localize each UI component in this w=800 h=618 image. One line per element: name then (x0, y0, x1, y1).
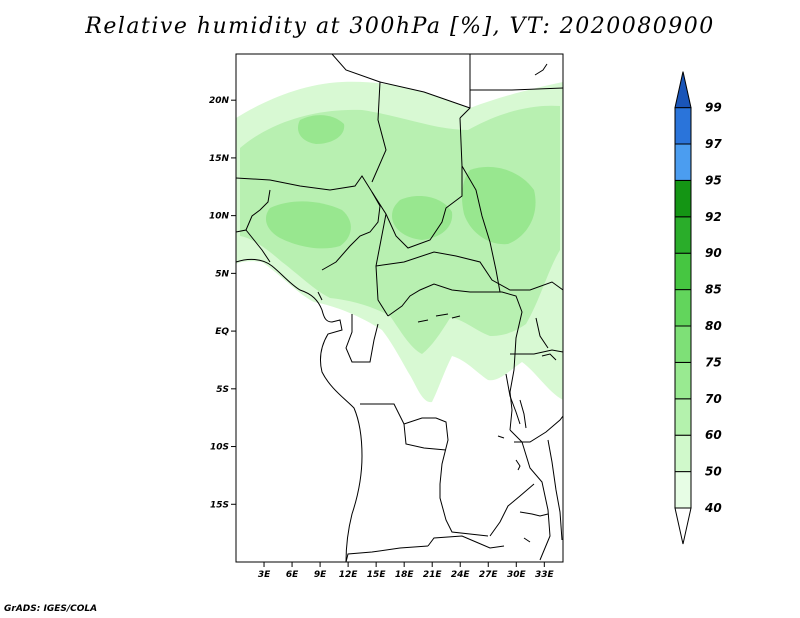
lakes (317, 291, 557, 543)
colorbar-label: 92 (705, 210, 722, 224)
lat-tick-label: 20N (209, 96, 230, 106)
colorbar-label: 60 (705, 428, 722, 442)
colorbar-label: 85 (705, 283, 722, 297)
colorbar-label: 75 (705, 355, 722, 369)
colorbar-segment (674, 179, 692, 218)
lon-tick-label: 24E (451, 570, 471, 580)
lon-tick-label: 18E (395, 570, 415, 580)
colorbar-upper-arrow (674, 71, 692, 109)
colorbar-segment (674, 107, 692, 145)
humidity-region-dark-north (297, 115, 345, 144)
colorbar-segment (674, 252, 692, 291)
colorbar-segment (674, 398, 692, 436)
colorbar-label: 90 (705, 246, 722, 260)
lat-tick-label: 10S (210, 443, 229, 453)
lon-tick-label: 33E (535, 570, 555, 580)
latitude-axis: 20N 15N 10N 5N EQ 5S 10S 15S (209, 96, 236, 510)
humidity-region-dark-east (462, 166, 536, 245)
lat-tick-label: 15N (209, 154, 230, 164)
colorbar-segment (674, 471, 692, 509)
colorbar-label: 99 (705, 101, 722, 115)
longitude-axis: 3E 6E 9E 12E 15E 18E 21E 24E 27E 30E 33E (258, 562, 555, 580)
grads-credit: GrADS: IGES/COLA (4, 604, 98, 614)
colorbar-label: 80 (705, 319, 722, 333)
borders (236, 54, 563, 562)
colorbar-segment (674, 361, 692, 400)
lat-tick-label: 5N (215, 269, 229, 279)
lat-tick-label: 15S (210, 500, 229, 510)
lon-tick-label: 15E (367, 570, 387, 580)
lon-tick-label: 9E (314, 570, 327, 580)
lat-tick-label: 5S (216, 385, 229, 395)
colorbar-lower-arrow (674, 507, 692, 545)
lat-tick-label: 10N (209, 212, 230, 222)
lon-tick-label: 12E (339, 570, 359, 580)
map-title: Relative humidity at 300hPa [%], VT: 202… (85, 14, 715, 39)
map-frame (235, 53, 564, 563)
colorbar-label: 50 (705, 465, 722, 479)
colorbar-label: 70 (705, 392, 722, 406)
colorbar-segment (674, 434, 692, 473)
lon-tick-label: 3E (258, 570, 271, 580)
humidity-region-dark-west (265, 201, 351, 249)
colorbar-segment (674, 289, 692, 327)
colorbar-segment (674, 143, 692, 181)
colorbar-label: 95 (705, 173, 722, 187)
colorbar-segment (674, 325, 692, 363)
colorbar-label: 40 (704, 501, 722, 515)
lon-tick-label: 21E (423, 570, 443, 580)
lon-tick-label: 27E (479, 570, 499, 580)
humidity-fill (236, 81, 563, 403)
colorbar: 40 50 60 70 75 80 85 90 92 95 97 99 (674, 71, 722, 545)
colorbar-segment (674, 216, 692, 254)
lon-tick-label: 30E (507, 570, 527, 580)
lat-tick-label: EQ (215, 327, 229, 337)
colorbar-label: 97 (705, 137, 722, 151)
lon-tick-label: 6E (286, 570, 299, 580)
